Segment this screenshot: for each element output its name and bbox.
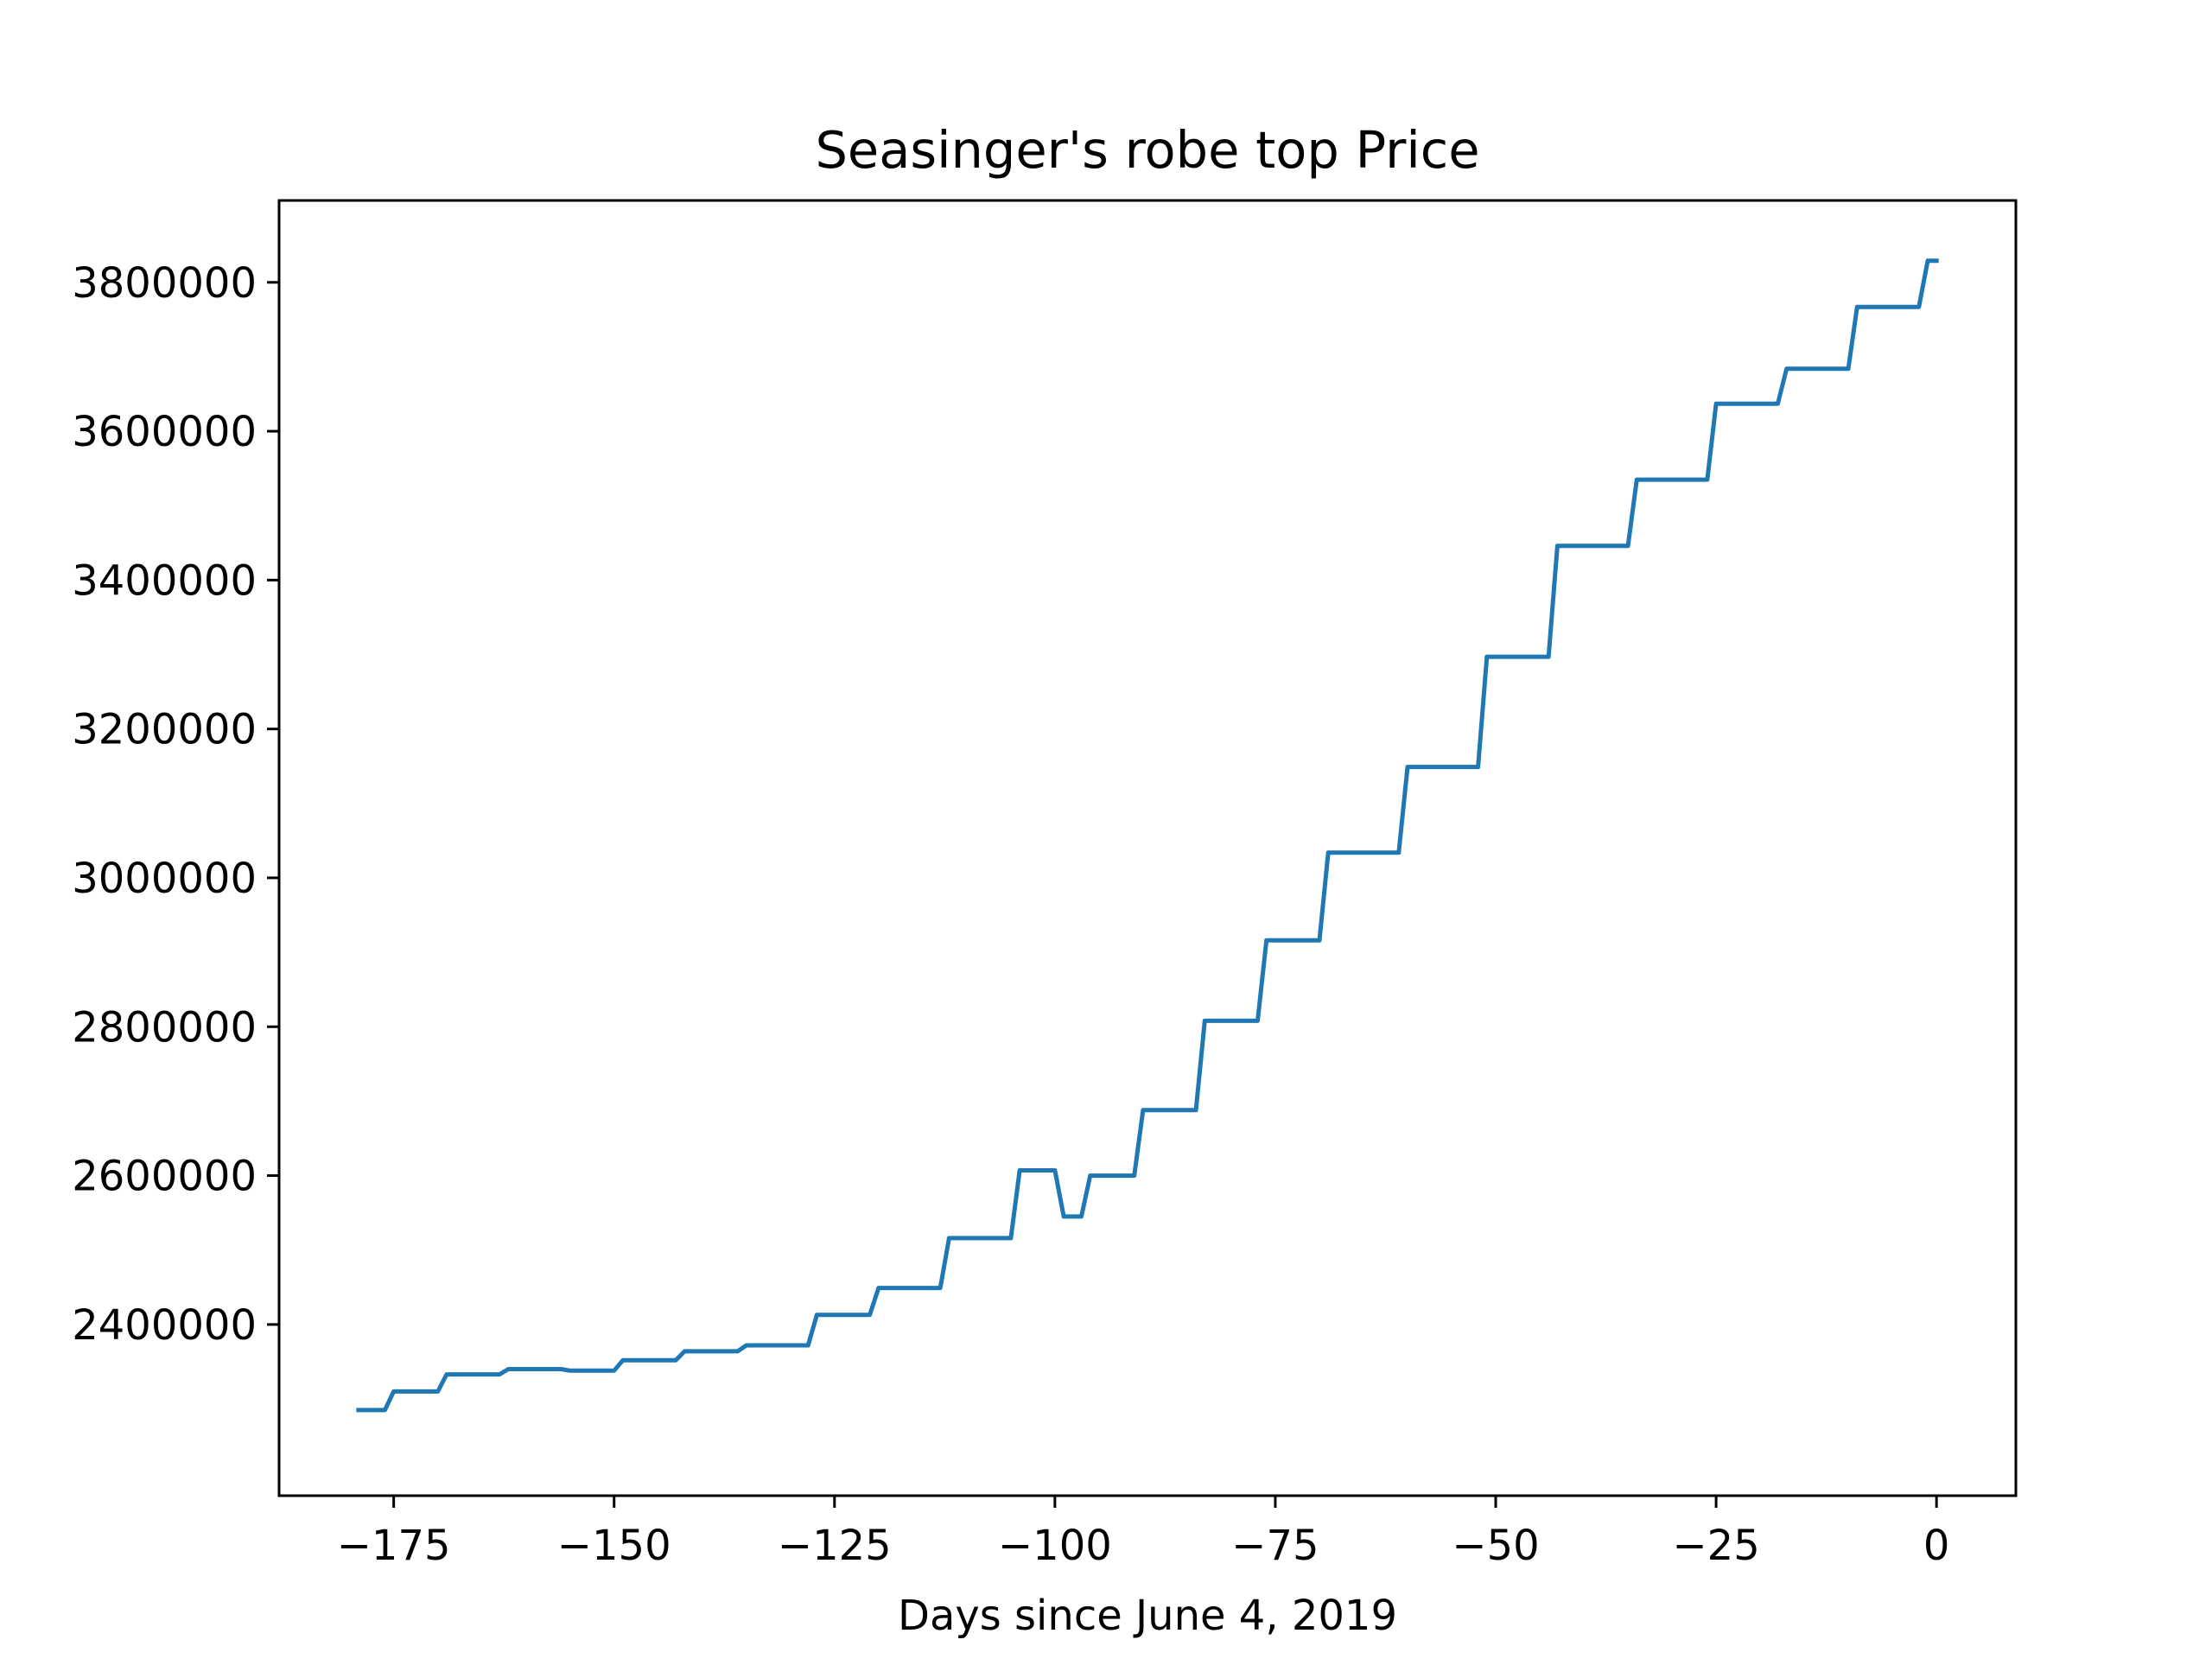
x-tick-label: 0 bbox=[1923, 1522, 1950, 1570]
y-tick-label: 2600000 bbox=[72, 1153, 257, 1201]
x-tick-label: −75 bbox=[1231, 1522, 1319, 1570]
x-axis: −175 −150 −125 −100 −75 −50 −25 0 bbox=[337, 1496, 1950, 1570]
x-tick-label: −175 bbox=[337, 1522, 451, 1570]
plot-area bbox=[277, 199, 2018, 1497]
y-tick-label: 3000000 bbox=[72, 855, 257, 903]
y-axis: 2400000 2600000 2800000 3000000 3200000 34000… bbox=[72, 259, 279, 1350]
plot-frame bbox=[277, 199, 2018, 1497]
y-tick-label: 3800000 bbox=[72, 259, 257, 308]
y-tick-label: 3600000 bbox=[72, 408, 257, 456]
x-tick-label: −125 bbox=[778, 1522, 892, 1570]
x-axis-label: Days since June 4, 2019 bbox=[898, 1592, 1397, 1640]
x-tick-label: −100 bbox=[998, 1522, 1112, 1570]
x-tick-label: −50 bbox=[1452, 1522, 1539, 1570]
y-tick-label: 3400000 bbox=[72, 556, 257, 605]
y-tick-label: 2400000 bbox=[72, 1301, 257, 1350]
y-tick-label: 3200000 bbox=[72, 706, 257, 754]
chart-title: Seasinger's robe top Price bbox=[815, 120, 1479, 180]
x-tick-label: −150 bbox=[557, 1522, 671, 1570]
y-tick-label: 2800000 bbox=[72, 1003, 257, 1052]
series-line-0 bbox=[356, 258, 1939, 1413]
x-tick-label: −25 bbox=[1672, 1522, 1759, 1570]
